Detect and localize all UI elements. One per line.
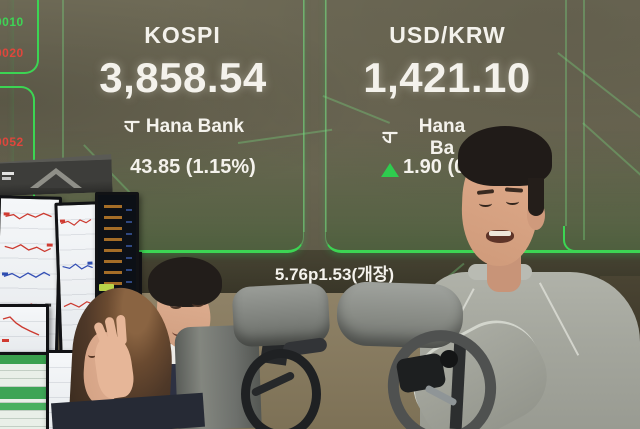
fx-bank-label: Hana Ba xyxy=(418,116,466,159)
kospi-title: KOSPI xyxy=(144,22,221,48)
board-gridline xyxy=(303,0,305,232)
board-gridline xyxy=(565,0,567,226)
up-triangle-icon xyxy=(381,162,399,177)
eye xyxy=(88,352,96,358)
monitor-screen-chart-small xyxy=(0,304,49,356)
kospi-value: 3,858.54 xyxy=(99,54,267,101)
eye xyxy=(170,302,182,309)
monitor-screen-spreadsheet xyxy=(0,352,49,429)
hair xyxy=(458,126,552,186)
fx-value: 1,421.10 xyxy=(363,54,531,101)
kospi-bank-label: Hana Bank xyxy=(145,116,245,137)
kospi-change: 43.85 (1.15%) xyxy=(130,156,256,178)
hana-bank-logo-icon xyxy=(124,120,140,133)
chevron-logo-icon xyxy=(38,174,74,188)
chair-knob xyxy=(440,350,458,368)
terminal-highlight xyxy=(99,284,114,291)
chair-armrest-ring xyxy=(241,349,321,429)
fx-bank-row: Hana Ba xyxy=(380,116,480,160)
hana-bank-logo-icon xyxy=(382,131,398,144)
sideburn xyxy=(528,178,544,216)
hair xyxy=(148,257,222,307)
eye xyxy=(479,200,492,207)
board-gridline xyxy=(62,0,64,188)
board-gridline xyxy=(325,0,327,232)
eye xyxy=(192,300,204,307)
beam-logo-mark xyxy=(2,172,14,175)
fx-title: USD/KRW xyxy=(389,22,506,48)
side-tick: 0010 xyxy=(0,15,24,29)
beam-logo-mark xyxy=(2,177,11,180)
teeth xyxy=(489,231,511,236)
kospi-bank-row: Hana Bank xyxy=(108,116,258,138)
right-panel-corner xyxy=(563,226,585,252)
side-panel-border-top xyxy=(0,0,39,74)
open-info-text: 5.76p1.53(개장) xyxy=(274,265,395,284)
board-gridline xyxy=(583,0,585,240)
eye xyxy=(506,198,519,205)
side-panel-border-bottom xyxy=(0,86,35,208)
